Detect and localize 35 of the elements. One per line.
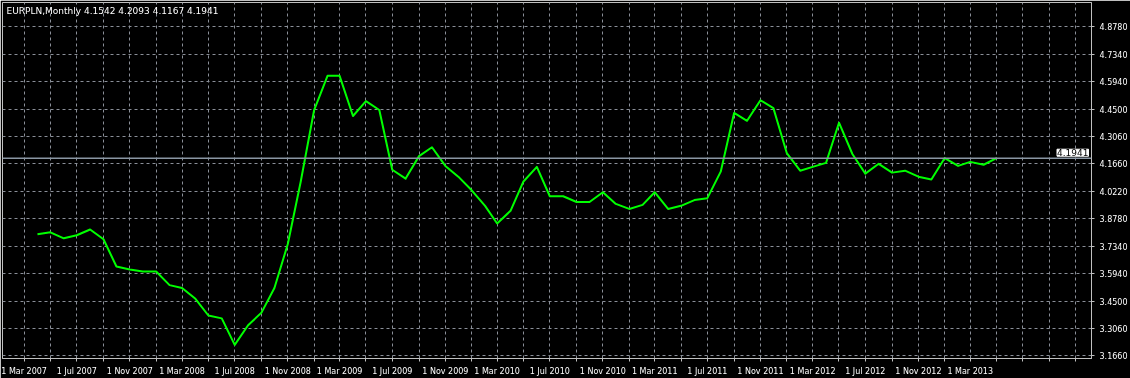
chart-title: EURPLN,Monthly 4.1542 4.2093 4.1167 4.1941 (6, 5, 219, 16)
x-tick-label: 1 Mar 2010 (474, 366, 520, 376)
x-tick-label: 1 Mar 2007 (1, 366, 47, 376)
y-tick-label: 3.3060 (1099, 325, 1128, 335)
x-tick-label: 1 Mar 2008 (159, 366, 205, 376)
x-tick-label: 1 Mar 2013 (947, 366, 994, 376)
x-tick-label: 1 Jul 2010 (529, 366, 570, 376)
line-series (36, 74, 998, 346)
x-tick-label: 1 Jul 2008 (214, 366, 255, 376)
x-tick-label: 1 Mar 2009 (316, 366, 363, 376)
y-tick-label: 4.7340 (1099, 51, 1128, 61)
x-tick-label: 1 Nov 2008 (264, 366, 311, 376)
y-tick-label: 4.1660 (1099, 160, 1128, 170)
y-tick-label: 4.5940 (1099, 77, 1128, 87)
y-tick-label: 3.4500 (1099, 297, 1128, 307)
y-tick-label: 4.8780 (1099, 23, 1128, 33)
x-tick-label: 1 Jul 2009 (372, 366, 413, 376)
y-tick-label: 4.0220 (1099, 187, 1128, 197)
y-tick-label: 3.5940 (1099, 269, 1128, 279)
x-tick-label: 1 Nov 2011 (737, 366, 784, 376)
x-tick-label: 1 Mar 2012 (789, 366, 836, 376)
x-tick-label: 1 Nov 2012 (895, 366, 942, 376)
x-tick-label: 1 Jul 2011 (687, 366, 728, 376)
x-tick-label: 1 Jul 2007 (56, 366, 97, 376)
ref-line-label: 4.1941 (1057, 148, 1089, 159)
y-tick-label: 4.4500 (1099, 105, 1128, 115)
x-tick-label: 1 Nov 2007 (106, 366, 153, 376)
x-tick-label: 1 Nov 2009 (422, 366, 469, 376)
y-tick-label: 4.3060 (1099, 133, 1128, 143)
y-tick-label: 3.8780 (1099, 215, 1128, 225)
x-tick-label: 1 Mar 2011 (631, 366, 678, 376)
x-tick-label: 1 Jul 2012 (845, 366, 886, 376)
y-tick-label: 3.1660 (1099, 352, 1128, 362)
y-tick-label: 3.7340 (1099, 243, 1128, 253)
x-tick-label: 1 Nov 2010 (579, 366, 626, 376)
